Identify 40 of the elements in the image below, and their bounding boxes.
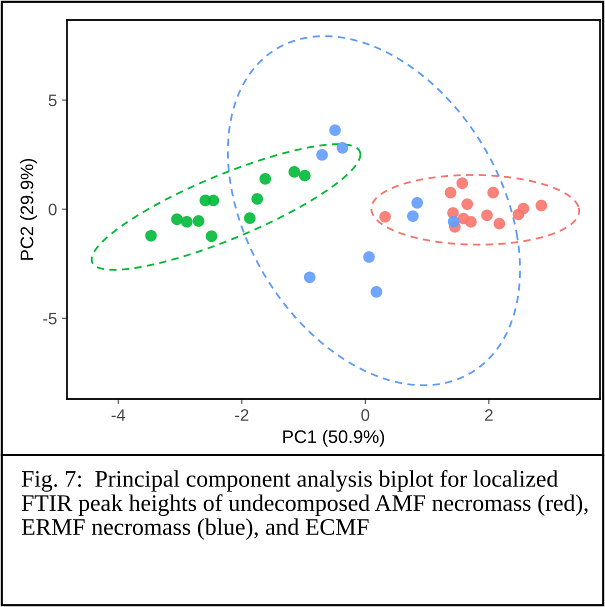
point bbox=[465, 216, 477, 228]
point bbox=[448, 216, 460, 228]
point bbox=[411, 197, 423, 209]
point bbox=[192, 215, 204, 227]
point bbox=[481, 209, 493, 222]
y-tick-label: -5 bbox=[43, 312, 57, 324]
caption: Fig. 7: Principal component analysis biplot for localized FTIR peak heights of undecomposed AMF necromass (red), ERMF necromass (blue), and ECMF bbox=[22, 470, 588, 540]
y-tick-label: 5 bbox=[48, 94, 57, 106]
point bbox=[407, 210, 419, 222]
point bbox=[316, 149, 328, 161]
x-tick-label: -2 bbox=[235, 409, 248, 421]
x-tick-label: -4 bbox=[112, 409, 126, 421]
point bbox=[444, 186, 456, 198]
point bbox=[536, 200, 548, 212]
point bbox=[370, 286, 382, 298]
point bbox=[181, 216, 193, 228]
point bbox=[456, 177, 468, 190]
point bbox=[363, 251, 375, 263]
point bbox=[288, 166, 300, 178]
point bbox=[206, 230, 218, 242]
x-axis-title: PC1 (50.9%) bbox=[283, 430, 384, 447]
point bbox=[487, 186, 499, 198]
y-tick-label: 0 bbox=[48, 204, 57, 216]
x-tick-label: 2 bbox=[485, 409, 493, 421]
y-axis-title: PC2 (29.9%) bbox=[20, 158, 37, 260]
point bbox=[494, 218, 506, 230]
point bbox=[145, 230, 157, 242]
point bbox=[304, 271, 316, 284]
point bbox=[171, 213, 183, 226]
point bbox=[329, 124, 341, 136]
point bbox=[251, 193, 264, 205]
point bbox=[208, 194, 220, 206]
x-tick-label: 0 bbox=[361, 409, 370, 421]
point bbox=[379, 211, 391, 223]
point bbox=[461, 198, 474, 210]
point bbox=[298, 170, 311, 182]
point bbox=[336, 142, 348, 154]
point bbox=[244, 212, 256, 224]
point bbox=[259, 173, 272, 185]
point bbox=[518, 202, 530, 214]
